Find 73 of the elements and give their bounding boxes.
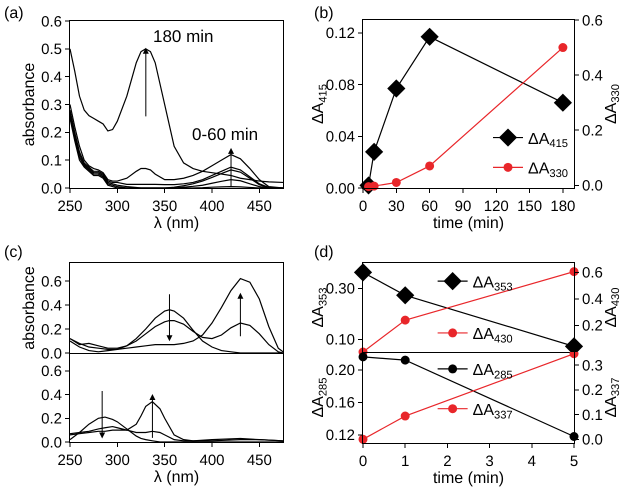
y2-tick-label: 0.2 xyxy=(582,382,603,400)
x-tick-label: 350 xyxy=(152,452,178,469)
x-tick-label: 5 xyxy=(570,453,578,470)
x-tick-label: 0 xyxy=(358,453,368,470)
x-axis-title: time (min) xyxy=(432,470,504,487)
y-tick-label: 0.6 xyxy=(41,13,62,30)
y-tick-label: 0.0 xyxy=(41,180,62,198)
x-tick-label: 300 xyxy=(104,452,130,469)
x-tick-label: 180 xyxy=(550,198,576,215)
x-tick-label: 450 xyxy=(246,452,272,469)
y2-tick-label: 0.0 xyxy=(582,178,603,194)
text: (c) xyxy=(4,244,23,261)
y2-tick-label: 0.6 xyxy=(582,264,603,282)
y-tick-label: 0.0 xyxy=(41,434,62,452)
y-tick-label: 0.0 xyxy=(41,345,62,362)
y2-tick-label: 0.1 xyxy=(582,406,603,424)
y-tick-label: 0.20 xyxy=(326,362,355,380)
x-tick-label: 0 xyxy=(358,198,368,215)
y-tick-label: 0.00 xyxy=(326,180,355,198)
y-tick-label: 0.2 xyxy=(41,321,62,338)
y2-tick-label: 0.0 xyxy=(582,432,603,449)
annotation: 0-60 min xyxy=(192,125,258,144)
x-axis-title: λ (nm) xyxy=(154,215,200,232)
y-tick-label: 0.6 xyxy=(41,363,62,380)
y-axis-title: absorbance xyxy=(21,266,38,350)
x-tick-label: 2 xyxy=(443,453,452,470)
y2-tick-label: 0.3 xyxy=(582,357,603,374)
y-tick-label: 0.1 xyxy=(41,152,62,170)
x-tick-label: 90 xyxy=(454,198,472,215)
y2-tick-label: 0.4 xyxy=(582,67,603,84)
legend-label: ΔA$_{353}$ xyxy=(472,274,513,294)
x-tick-label: 350 xyxy=(152,198,178,215)
x-tick-label: 30 xyxy=(388,198,405,215)
legend-label: ΔA$_{430}$ xyxy=(472,326,513,346)
x-tick-label: 1 xyxy=(401,453,410,470)
legend-label: ΔA$_{285}$ xyxy=(472,362,513,382)
x-tick-label: 150 xyxy=(517,198,542,215)
y-tick-label: 0.10 xyxy=(326,332,355,349)
x-axis-title: time (min) xyxy=(432,215,504,232)
y-tick-label: 0.04 xyxy=(326,128,355,146)
y-axis-title: absorbance xyxy=(21,62,38,146)
y-tick-label: 0.4 xyxy=(41,297,62,314)
x-axis-title: λ (nm) xyxy=(154,469,200,486)
y-tick-label: 0.12 xyxy=(326,427,355,444)
y-tick-label: 0.4 xyxy=(41,68,62,86)
y-tick-label: 0.5 xyxy=(41,41,62,58)
x-tick-label: 300 xyxy=(104,198,130,215)
text: (d) xyxy=(314,244,334,261)
y-tick-label: 0.4 xyxy=(41,386,62,404)
y2-tick-label: 0.2 xyxy=(582,122,603,140)
y-tick-label: 0.2 xyxy=(41,410,62,428)
annotation: 180 min xyxy=(153,27,214,46)
legend-label: ΔA$_{337}$ xyxy=(472,402,513,422)
x-tick-label: 3 xyxy=(485,453,494,470)
x-tick-label: 400 xyxy=(199,452,225,469)
y2-tick-label: 0.2 xyxy=(582,318,603,335)
x-tick-label: 60 xyxy=(421,198,438,215)
x-tick-label: 4 xyxy=(528,453,536,470)
x-tick-label: 400 xyxy=(199,198,225,215)
x-tick-label: 250 xyxy=(57,452,83,469)
y-tick-label: 0.2 xyxy=(41,124,62,142)
legend-label: ΔA$_{415}$ xyxy=(528,130,568,150)
y-tick-label: 0.3 xyxy=(41,96,62,114)
legend-label: ΔA$_{330}$ xyxy=(528,160,568,180)
x-tick-label: 120 xyxy=(484,198,509,215)
text: (a) xyxy=(4,5,24,22)
y2-tick-label: 0.6 xyxy=(582,12,603,30)
y2-tick-label: 0.4 xyxy=(582,291,603,308)
y-tick-label: 0.12 xyxy=(326,25,355,42)
text: (b) xyxy=(314,5,334,22)
x-tick-label: 250 xyxy=(57,198,83,215)
y-tick-label: 0.6 xyxy=(41,273,62,290)
x-tick-label: 450 xyxy=(246,198,272,215)
